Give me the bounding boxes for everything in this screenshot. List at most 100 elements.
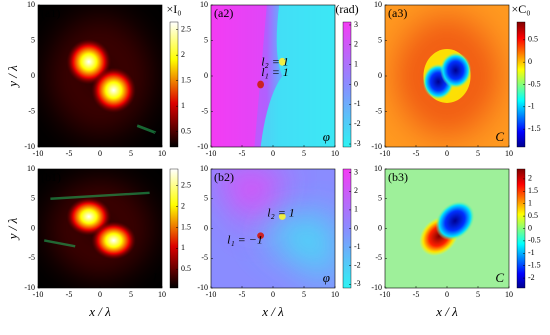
heatmap [38, 5, 162, 147]
heatmap-field [38, 5, 162, 147]
colorbar-tick-label: 2 [354, 186, 358, 195]
colorbar-tick-label: 1 [354, 205, 358, 214]
heatmap-field [38, 169, 162, 288]
colorbar-tick-label: 2.5 [181, 181, 191, 190]
panel-annotation: φ [323, 129, 330, 144]
panel-label: (b3) [388, 170, 408, 184]
x-axis-label: x / λ [88, 304, 111, 319]
field-streak [43, 191, 150, 248]
heatmap-field [211, 5, 335, 147]
x-tick-label: 10 [158, 149, 166, 158]
y-tick-label: -10 [371, 142, 382, 151]
x-tick-label: 5 [302, 290, 306, 299]
panel-label: (a2) [214, 6, 233, 20]
colorbar-tick-label: -1.5 [528, 124, 541, 133]
y-tick-label: -10 [371, 283, 382, 292]
colorbar-tick-label: -1.5 [528, 261, 541, 270]
point-label: l₂ = 1 [261, 54, 289, 68]
colorbar-tick-label: 0.5 [528, 211, 538, 220]
x-axis-label: x / λ [435, 304, 458, 319]
heatmap [385, 169, 509, 288]
y-tick-label: -10 [197, 283, 208, 292]
x-tick-label: -5 [66, 149, 73, 158]
point [257, 80, 265, 89]
colorbar-tick-label: -2 [354, 119, 361, 128]
colorbar-tick-label: 2.5 [181, 24, 191, 33]
x-tick-label: -10 [206, 149, 217, 158]
colorbar-tick-label: 1.5 [181, 76, 191, 85]
colorbar-tick-label: -0.5 [528, 79, 541, 88]
colorbar-tick-label: 2 [181, 50, 185, 59]
y-tick-label: 10 [27, 0, 35, 9]
x-tick-label: -10 [380, 290, 391, 299]
colorbar-tick-label: 1.5 [181, 222, 191, 231]
x-tick-label: -10 [206, 290, 217, 299]
point [278, 213, 286, 220]
x-tick-label: 5 [302, 149, 306, 158]
field-blob [91, 67, 136, 113]
field-blob [91, 221, 136, 260]
y-tick-label: 0 [31, 223, 35, 232]
x-tick-label: 0 [98, 290, 102, 299]
heatmap [385, 5, 509, 147]
colorbar-tick-label: 2 [354, 40, 358, 49]
colorbar-label: ×C₀ [512, 2, 531, 16]
y-tick-label: -5 [201, 253, 208, 262]
x-tick-label: 10 [331, 149, 339, 158]
y-tick-label: 10 [200, 164, 208, 173]
y-tick-label: 5 [204, 194, 208, 203]
colorbar-tick-label: -1 [528, 248, 535, 257]
field-cut [260, 5, 335, 147]
colorbar-tick-label: 0.5 [181, 264, 191, 273]
colorbar-tick-label: 1 [181, 243, 185, 252]
colorbar-tick-label: 0 [354, 79, 358, 88]
y-tick-label: 0 [204, 71, 208, 80]
x-tick-label: 0 [445, 290, 449, 299]
x-axis-label: x / λ [261, 304, 284, 319]
field-blob [435, 201, 475, 241]
colorbar-tick-label: 3 [354, 168, 358, 177]
x-tick-label: 10 [505, 149, 513, 158]
y-tick-label: 0 [378, 71, 382, 80]
colorbar-tick-label: -1 [354, 242, 361, 251]
y-axis-label: y / λ [5, 217, 20, 241]
x-tick-label: -5 [413, 290, 420, 299]
y-tick-label: 10 [374, 0, 382, 9]
x-tick-label: -10 [33, 290, 44, 299]
x-tick-label: 5 [476, 149, 480, 158]
x-tick-label: 0 [271, 290, 275, 299]
field-cut [211, 169, 283, 235]
colorbar-tick-label: 0.5 [528, 35, 538, 44]
colorbar-tick-label: -0.5 [528, 236, 541, 245]
point [257, 232, 265, 239]
field-cut [211, 5, 267, 147]
panel-annotation: I [152, 270, 158, 285]
x-tick-label: 5 [476, 290, 480, 299]
y-tick-label: -10 [24, 283, 35, 292]
heatmap-field [211, 169, 335, 288]
colorbar-label: ×I₀ [167, 2, 182, 16]
panel-annotation: C [495, 129, 504, 144]
point-label: l₁ = −1 [227, 232, 263, 246]
y-tick-label: -10 [24, 142, 35, 151]
point [278, 57, 286, 66]
field-ring [56, 26, 144, 126]
x-tick-label: -5 [239, 149, 246, 158]
x-tick-label: 0 [445, 149, 449, 158]
x-tick-label: 10 [158, 290, 166, 299]
heatmap-field [385, 5, 509, 147]
field-blob [440, 52, 472, 89]
panel-annotation: φ [323, 270, 330, 285]
field-ring [404, 27, 490, 125]
point-label: l₁ = 1 [261, 65, 289, 79]
y-tick-label: 10 [27, 164, 35, 173]
y-tick-label: 0 [204, 223, 208, 232]
colorbar-tick-label: -3 [354, 139, 361, 148]
x-tick-label: 0 [98, 149, 102, 158]
x-tick-label: 10 [505, 290, 513, 299]
colorbar-label: (rad) [335, 2, 358, 16]
colorbar-tick-label: -2 [354, 261, 361, 270]
y-tick-label: -5 [375, 253, 382, 262]
colorbar-tick-label: 2 [528, 174, 532, 183]
